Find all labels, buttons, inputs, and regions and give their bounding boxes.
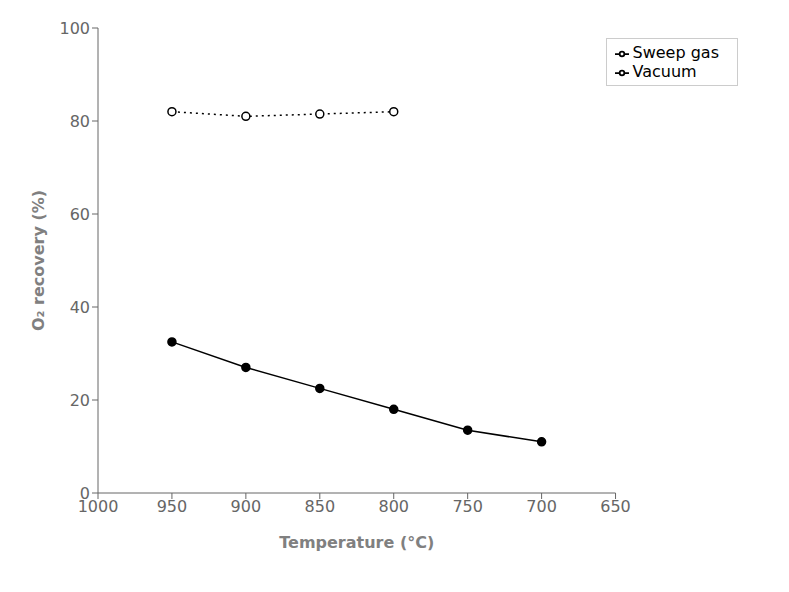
svg-text:800: 800 bbox=[378, 497, 409, 516]
svg-text:80: 80 bbox=[70, 112, 90, 131]
svg-text:0: 0 bbox=[80, 484, 90, 503]
svg-text:O₂ recovery (%): O₂ recovery (%) bbox=[29, 190, 48, 331]
svg-text:900: 900 bbox=[231, 497, 262, 516]
svg-text:700: 700 bbox=[526, 497, 557, 516]
svg-text:950: 950 bbox=[157, 497, 188, 516]
svg-text:40: 40 bbox=[70, 298, 90, 317]
svg-text:650: 650 bbox=[600, 497, 631, 516]
svg-text:850: 850 bbox=[305, 497, 336, 516]
svg-text:750: 750 bbox=[452, 497, 483, 516]
html-text:Vacuum: Vacuum bbox=[632, 62, 697, 81]
svg-text:1000: 1000 bbox=[77, 497, 119, 517]
html-text:Sweep gas: Sweep gas bbox=[632, 43, 719, 62]
svg-text:Temperature (°C): Temperature (°C) bbox=[279, 533, 434, 552]
svg-text:100: 100 bbox=[59, 19, 90, 38]
svg-text:20: 20 bbox=[70, 391, 90, 410]
svg-text:60: 60 bbox=[70, 205, 90, 224]
